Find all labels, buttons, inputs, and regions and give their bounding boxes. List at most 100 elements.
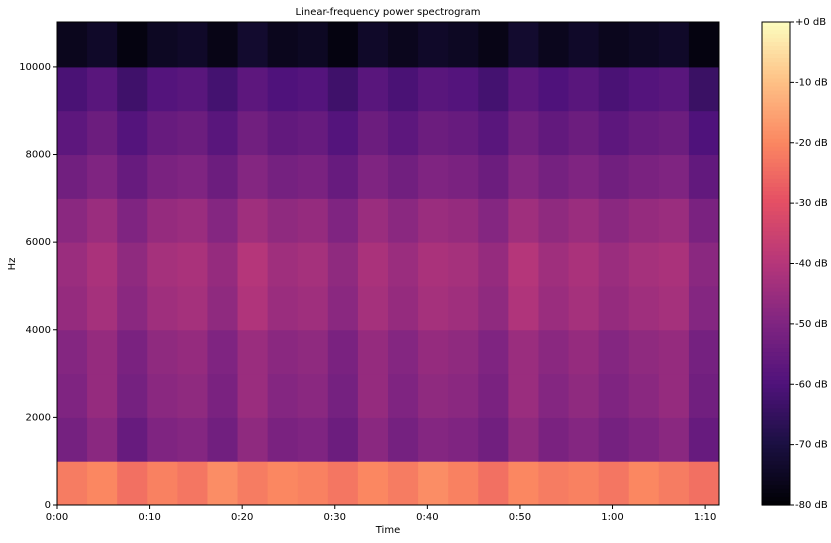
heatmap-cell <box>448 373 479 418</box>
heatmap-cell <box>418 329 449 375</box>
heatmap-cell <box>628 373 660 418</box>
heatmap-cell <box>147 22 178 68</box>
heatmap-cell <box>267 329 299 375</box>
colorbar-tick-label: -50 dB <box>795 319 828 330</box>
heatmap-cell <box>57 66 88 112</box>
heatmap-cell <box>628 66 660 112</box>
heatmap-cell <box>117 373 148 418</box>
heatmap-cell <box>478 242 509 287</box>
heatmap-cell <box>688 373 720 418</box>
heatmap-cell <box>327 110 359 156</box>
colorbar-segment <box>762 303 790 309</box>
colorbar-segment <box>762 215 790 220</box>
heatmap-cell <box>508 22 539 68</box>
colorbar-segment <box>762 150 790 156</box>
colorbar-segment <box>762 283 790 289</box>
colorbar-segment <box>762 227 790 232</box>
heatmap-cell <box>177 329 208 375</box>
heatmap-cell <box>57 461 88 506</box>
heatmap-cell <box>418 22 449 68</box>
colorbar-segment <box>762 319 790 325</box>
heatmap-cell <box>448 154 479 199</box>
colorbar-segment <box>762 231 790 236</box>
colorbar-segment <box>762 307 790 313</box>
heatmap-cell <box>658 66 690 112</box>
colorbar-segment <box>762 484 790 490</box>
heatmap-cell <box>177 198 208 243</box>
colorbar-tick-label: -70 dB <box>795 440 828 451</box>
heatmap-cell <box>147 242 178 287</box>
colorbar-segment <box>762 106 790 112</box>
heatmap-cell <box>147 329 178 375</box>
colorbar-segment <box>762 70 790 75</box>
colorbar-segment <box>762 360 790 365</box>
heatmap-cell <box>267 198 299 243</box>
heatmap-cell <box>297 461 329 506</box>
colorbar-segment <box>762 440 790 446</box>
heatmap-cell <box>568 198 600 243</box>
heatmap-cell <box>177 154 208 199</box>
heatmap-cell <box>478 66 509 112</box>
heatmap-cell <box>87 198 118 243</box>
heatmap-cell <box>658 329 690 375</box>
heatmap-cell <box>418 154 449 199</box>
heatmap-cell <box>508 198 539 243</box>
heatmap-cell <box>508 66 539 112</box>
heatmap-cell <box>598 242 630 287</box>
heatmap-cell <box>448 198 479 243</box>
heatmap-cell <box>688 417 720 462</box>
colorbar-segment <box>762 335 790 341</box>
heatmap-cell <box>658 417 690 462</box>
colorbar-segment <box>762 207 790 212</box>
heatmap-cell <box>478 198 509 243</box>
heatmap-cell <box>658 198 690 243</box>
heatmap-cell <box>297 242 329 287</box>
heatmap-cell <box>388 461 419 506</box>
heatmap-cell <box>598 285 630 331</box>
colorbar-segment <box>762 66 790 71</box>
heatmap-cell <box>418 198 449 243</box>
heatmap-cell <box>568 22 600 68</box>
heatmap-cell <box>177 285 208 331</box>
heatmap-cell <box>147 110 178 156</box>
colorbar-segment <box>762 102 790 108</box>
heatmap-cell <box>117 329 148 375</box>
heatmap-cell <box>177 110 208 156</box>
heatmap-cell <box>267 285 299 331</box>
heatmap-cell <box>57 198 88 243</box>
heatmap-cell <box>117 22 148 68</box>
heatmap-cell <box>628 110 660 156</box>
heatmap-cell <box>357 242 389 287</box>
colorbar-segment <box>762 154 790 160</box>
heatmap-cell <box>297 329 329 375</box>
heatmap-cell <box>628 285 660 331</box>
colorbar-segment <box>762 174 790 180</box>
colorbar-segment <box>762 448 790 454</box>
x-tick-label: 0:10 <box>138 512 160 523</box>
heatmap-cell <box>117 461 148 506</box>
heatmap-cell <box>568 461 600 506</box>
colorbar-segment <box>762 291 790 297</box>
heatmap-cell <box>658 154 690 199</box>
heatmap-cell <box>57 22 88 68</box>
heatmap-cell <box>538 198 570 243</box>
heatmap-cell <box>598 373 630 418</box>
heatmap-cell <box>237 285 269 331</box>
colorbar-segment <box>762 444 790 450</box>
heatmap-cell <box>267 110 299 156</box>
colorbar-segment <box>762 187 790 192</box>
heatmap-cell <box>418 461 449 506</box>
colorbar-segment <box>762 368 790 373</box>
colorbar-tick-label: -80 dB <box>795 500 828 511</box>
heatmap-cell <box>418 110 449 156</box>
colorbar-segment <box>762 243 790 248</box>
heatmap-cell <box>568 66 600 112</box>
heatmap-cell <box>508 329 539 375</box>
heatmap-cell <box>598 417 630 462</box>
colorbar-segment <box>762 62 790 67</box>
heatmap-cell <box>388 285 419 331</box>
heatmap-cell <box>297 22 329 68</box>
colorbar-segment <box>762 54 790 59</box>
x-tick-label: 1:00 <box>601 512 623 523</box>
heatmap-cell <box>688 198 720 243</box>
